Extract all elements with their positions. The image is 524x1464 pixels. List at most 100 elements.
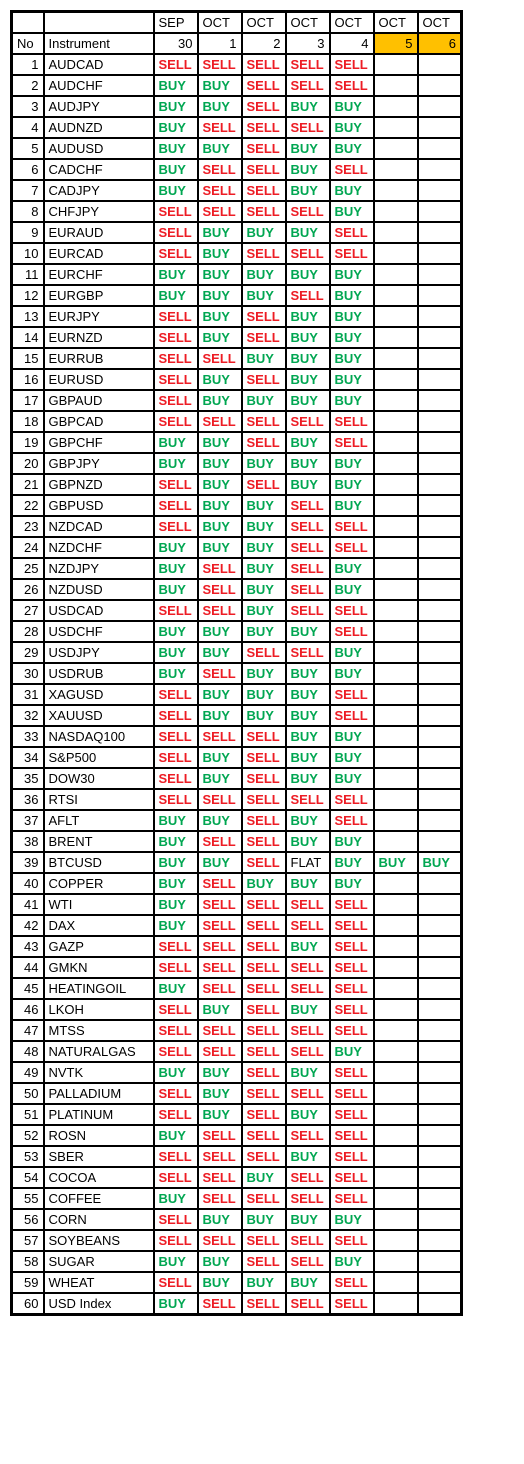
cell-signal [418,306,462,327]
table-row: 59WHEATSELLBUYBUYBUYSELL [12,1272,462,1293]
cell-signal: SELL [330,1272,374,1293]
cell-no: 41 [12,894,44,915]
cell-signal: SELL [242,1041,286,1062]
cell-signal [374,180,418,201]
cell-signal: BUY [242,390,286,411]
cell-signal [374,474,418,495]
table-row: 45HEATINGOILBUYSELLSELLSELLSELL [12,978,462,999]
cell-signal: BUY [242,873,286,894]
cell-signal [374,285,418,306]
cell-signal [374,558,418,579]
cell-instrument: SOYBEANS [44,1230,154,1251]
cell-signal: SELL [330,936,374,957]
cell-signal: BUY [330,852,374,873]
cell-signal: BUY [198,369,242,390]
cell-signal: BUY [154,831,198,852]
cell-signal: SELL [330,999,374,1020]
cell-signal: SELL [286,243,330,264]
cell-no: 10 [12,243,44,264]
cell-no: 51 [12,1104,44,1125]
cell-signal: SELL [330,1188,374,1209]
cell-signal [418,579,462,600]
cell-signal [374,390,418,411]
cell-signal: SELL [242,1188,286,1209]
table-row: 14EURNZDSELLBUYSELLBUYBUY [12,327,462,348]
cell-signal: BUY [330,663,374,684]
cell-signal [374,663,418,684]
cell-signal: SELL [286,579,330,600]
header-month-3: OCT [286,12,330,34]
cell-signal: SELL [198,1293,242,1315]
cell-signal [374,306,418,327]
cell-signal [374,768,418,789]
cell-signal: SELL [242,768,286,789]
cell-signal: BUY [198,747,242,768]
cell-signal [418,159,462,180]
cell-signal [418,516,462,537]
cell-signal [374,201,418,222]
cell-instrument: WTI [44,894,154,915]
cell-signal: BUY [330,138,374,159]
cell-signal: BUY [286,684,330,705]
cell-no: 39 [12,852,44,873]
cell-signal: BUY [154,1251,198,1272]
cell-no: 19 [12,432,44,453]
cell-signal: BUY [242,264,286,285]
table-row: 56CORNSELLBUYBUYBUYBUY [12,1209,462,1230]
cell-signal: BUY [330,579,374,600]
cell-instrument: DAX [44,915,154,936]
cell-signal: SELL [286,1188,330,1209]
cell-signal: BUY [330,306,374,327]
cell-signal: SELL [242,369,286,390]
cell-signal [374,726,418,747]
header-no-label: No [12,33,44,54]
cell-signal: BUY [286,96,330,117]
cell-no: 22 [12,495,44,516]
cell-signal: SELL [330,75,374,96]
table-row: 28USDCHFBUYBUYBUYBUYSELL [12,621,462,642]
cell-signal: SELL [330,243,374,264]
cell-signal [374,915,418,936]
cell-signal: BUY [198,1062,242,1083]
cell-instrument: SUGAR [44,1251,154,1272]
cell-signal: SELL [198,726,242,747]
cell-instrument: EURCHF [44,264,154,285]
table-body: 1AUDCADSELLSELLSELLSELLSELL2AUDCHFBUYBUY… [12,54,462,1315]
cell-signal: BUY [330,96,374,117]
cell-signal: BUY [198,264,242,285]
cell-signal: SELL [198,936,242,957]
cell-signal [418,957,462,978]
cell-signal: SELL [286,201,330,222]
cell-signal [418,705,462,726]
cell-signal: SELL [242,75,286,96]
cell-signal: SELL [154,1083,198,1104]
cell-signal: SELL [198,789,242,810]
cell-no: 58 [12,1251,44,1272]
cell-signal [374,1104,418,1125]
cell-signal: BUY [242,495,286,516]
cell-signal: SELL [286,516,330,537]
cell-signal [374,831,418,852]
cell-signal [374,138,418,159]
cell-signal: BUY [198,432,242,453]
cell-signal: BUY [242,285,286,306]
cell-signal: SELL [286,117,330,138]
cell-instrument: NATURALGAS [44,1041,154,1062]
cell-signal: SELL [330,957,374,978]
cell-signal: SELL [154,222,198,243]
cell-signal: SELL [286,75,330,96]
cell-signal: BUY [154,1293,198,1315]
cell-no: 54 [12,1167,44,1188]
cell-signal [374,1293,418,1315]
cell-signal: BUY [242,222,286,243]
cell-signal: BUY [198,1209,242,1230]
cell-signal [374,369,418,390]
table-row: 47MTSSSELLSELLSELLSELLSELL [12,1020,462,1041]
header-day-6: 6 [418,33,462,54]
cell-signal: BUY [330,348,374,369]
cell-signal: SELL [198,411,242,432]
cell-instrument: GBPCHF [44,432,154,453]
table-row: 24NZDCHFBUYBUYBUYSELLSELL [12,537,462,558]
cell-signal: BUY [330,327,374,348]
cell-signal: BUY [198,474,242,495]
